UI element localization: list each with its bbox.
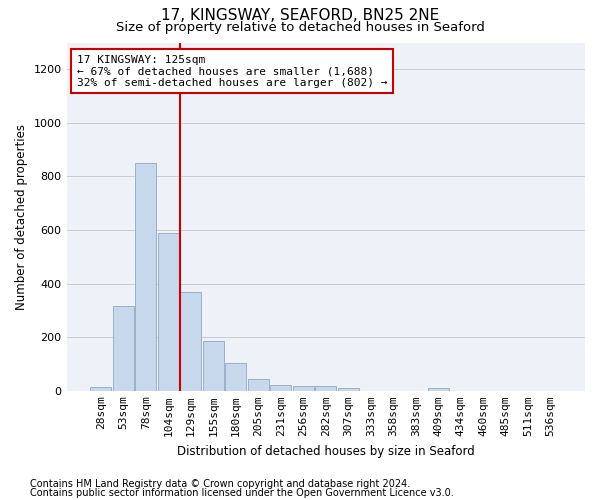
X-axis label: Distribution of detached houses by size in Seaford: Distribution of detached houses by size … — [177, 444, 475, 458]
Bar — [113, 306, 134, 391]
Bar — [338, 388, 359, 391]
Text: Contains public sector information licensed under the Open Government Licence v3: Contains public sector information licen… — [30, 488, 454, 498]
Text: Contains HM Land Registry data © Crown copyright and database right 2024.: Contains HM Land Registry data © Crown c… — [30, 479, 410, 489]
Bar — [428, 388, 449, 391]
Bar — [135, 163, 157, 391]
Bar — [293, 386, 314, 391]
Bar — [315, 386, 337, 391]
Bar — [180, 292, 202, 391]
Text: 17, KINGSWAY, SEAFORD, BN25 2NE: 17, KINGSWAY, SEAFORD, BN25 2NE — [161, 8, 439, 22]
Bar — [248, 378, 269, 391]
Text: 17 KINGSWAY: 125sqm
← 67% of detached houses are smaller (1,688)
32% of semi-det: 17 KINGSWAY: 125sqm ← 67% of detached ho… — [77, 54, 388, 88]
Bar — [158, 232, 179, 391]
Y-axis label: Number of detached properties: Number of detached properties — [15, 124, 28, 310]
Text: Size of property relative to detached houses in Seaford: Size of property relative to detached ho… — [116, 21, 484, 34]
Bar — [90, 387, 112, 391]
Bar — [203, 341, 224, 391]
Bar — [225, 362, 247, 391]
Bar — [270, 386, 292, 391]
